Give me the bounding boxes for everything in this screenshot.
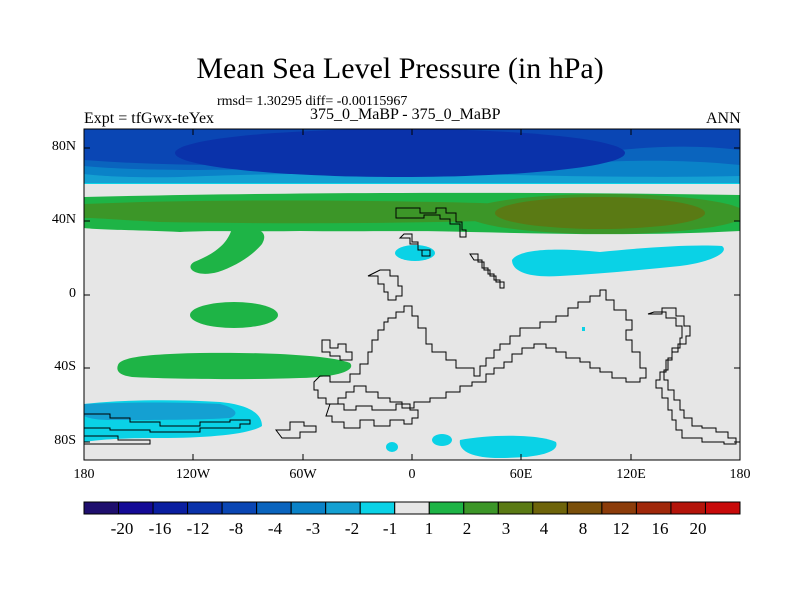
- rmsd-diff-stats: rmsd= 1.30295 diff= -0.00115967: [217, 94, 408, 109]
- colorbar-box: [635, 501, 672, 515]
- colorbar-label: -3: [305, 519, 321, 538]
- colorbar: [83, 501, 741, 515]
- colorbar-label: -12: [186, 519, 210, 538]
- xtick-label: 180: [73, 467, 95, 482]
- field-region-tropical-high-pacific: [190, 302, 278, 328]
- colorbar-box: [497, 501, 534, 515]
- colorbar-label: -8: [228, 519, 244, 538]
- coastlines: [84, 207, 737, 445]
- colorbar-box: [394, 501, 430, 515]
- coastline-antarctica-east: [275, 421, 317, 439]
- xtick-label: 0: [408, 467, 416, 482]
- map-title: Mean Sea Level Pressure (in hPa): [196, 52, 604, 85]
- field-region-pacific-high-tongue: [190, 227, 265, 274]
- colorbar-label: 8: [578, 519, 588, 538]
- colorbar-box: [256, 501, 292, 515]
- colorbar-box: [221, 501, 258, 515]
- coastline-south-america: [313, 289, 647, 409]
- ytick-label: 80N: [51, 139, 76, 154]
- colorbar-box: [428, 501, 465, 515]
- xtick-label: 60E: [509, 467, 533, 482]
- colorbar-box: [463, 501, 499, 515]
- coastline-antarctica-south: [84, 435, 151, 445]
- ytick-label: 0: [69, 286, 76, 301]
- colorbar-label: 4: [539, 519, 549, 538]
- xtick-label: 120E: [616, 467, 646, 482]
- colorbar-box: [359, 501, 396, 515]
- colorbar-box: [152, 501, 189, 515]
- coastline-south-america-east: [325, 403, 419, 429]
- ytick-label: 40N: [51, 212, 76, 227]
- colorbar-box: [187, 501, 223, 515]
- ytick-label: 80S: [54, 433, 76, 448]
- colorbar-label: 3: [501, 519, 511, 538]
- colorbar-box: [704, 501, 741, 515]
- field-region-antarctic-low-east: [459, 435, 557, 458]
- colorbar-box: [325, 501, 361, 515]
- colorbar-label: 2: [462, 519, 472, 538]
- season-label: ANN: [706, 110, 741, 127]
- field-region-arctic-low-core: [175, 129, 625, 177]
- field-region-small-low-2: [386, 442, 398, 452]
- coastline-australia-east: [647, 307, 737, 445]
- colorbar-label: -1: [382, 519, 398, 538]
- coastline-tropical-islands: [321, 339, 353, 361]
- field-region-small-low-3: [582, 327, 585, 331]
- xtick-label: 60W: [289, 467, 317, 482]
- run-comparison-label: 375_0_MaBP - 375_0_MaBP: [310, 106, 501, 123]
- colorbar-label: 20: [689, 519, 707, 538]
- coastline-europe-asia: [395, 207, 467, 238]
- colorbar-box: [566, 501, 603, 515]
- coastline-antarctica: [84, 413, 251, 433]
- field-region-europe-high: [84, 200, 548, 224]
- colorbar-box: [670, 501, 706, 515]
- experiment-label: Expt = tfGwx-teYex: [84, 110, 215, 127]
- colorbar-box: [290, 501, 327, 515]
- field-region-small-low-1: [432, 434, 452, 446]
- field-region-asia-low-patch: [512, 245, 724, 277]
- ytick-label: 40S: [54, 359, 76, 374]
- colorbar-label: -4: [267, 519, 283, 538]
- colorbar-label: -2: [344, 519, 360, 538]
- field-region-mediterranean-low-patch: [395, 245, 435, 261]
- colorbar-label: -16: [148, 519, 172, 538]
- colorbar-box: [118, 501, 154, 515]
- colorbar-box: [532, 501, 568, 515]
- field-region-white-gap: [84, 184, 740, 194]
- colorbar-label: 1: [424, 519, 434, 538]
- xtick-label: 180: [729, 467, 751, 482]
- field-region-asia-high-core: [495, 197, 705, 229]
- colorbar-label: 16: [651, 519, 669, 538]
- xtick-label: 120W: [175, 467, 211, 482]
- colorbar-box: [83, 501, 120, 515]
- colorbar-label: 12: [612, 519, 630, 538]
- colorbar-label: -20: [110, 519, 134, 538]
- field-layer: [84, 129, 740, 460]
- coastline-arabia-asia: [469, 253, 505, 289]
- field-region-antarctic-low-west-edge: [84, 402, 236, 420]
- coastline-africa-india: [367, 269, 403, 301]
- colorbar-box: [601, 501, 637, 515]
- coastline-mediterranean: [398, 233, 431, 257]
- tick-marks: [83, 129, 741, 460]
- field-region-southern-high-band: [117, 352, 352, 380]
